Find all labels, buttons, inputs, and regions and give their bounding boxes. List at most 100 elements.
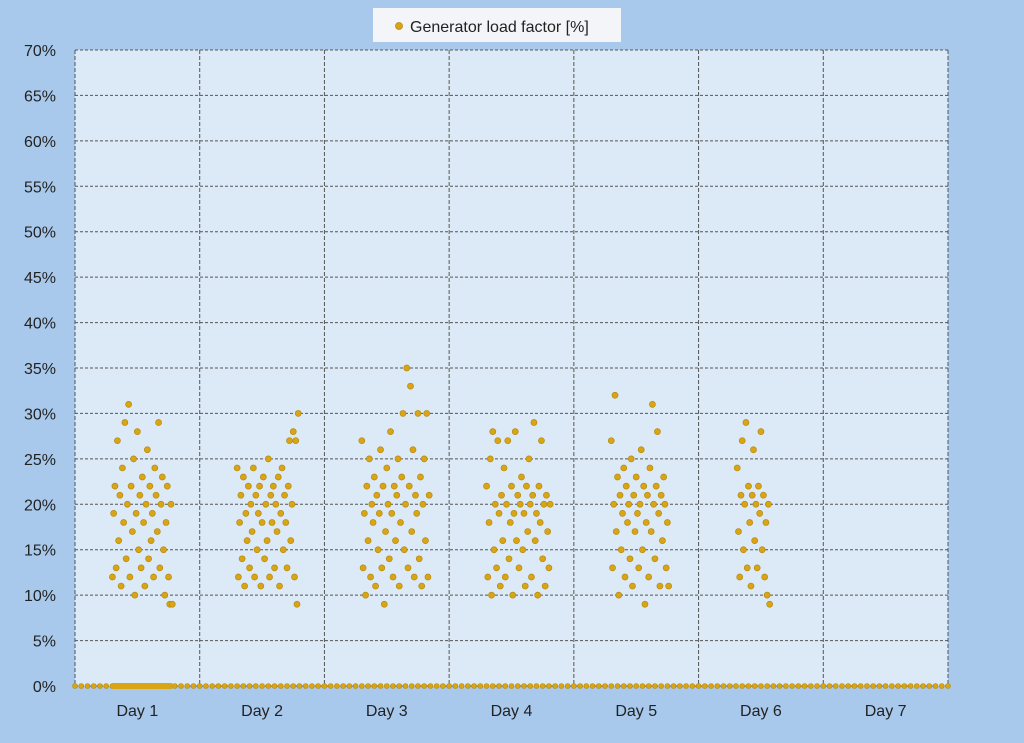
data-point	[242, 510, 250, 517]
data-point	[150, 573, 157, 581]
data-point	[140, 519, 147, 526]
data-point	[390, 482, 398, 490]
data-point	[501, 573, 509, 581]
data-point	[382, 528, 389, 535]
zero-point	[421, 683, 428, 689]
zero-point	[390, 683, 396, 689]
data-point	[168, 600, 176, 608]
data-point	[257, 582, 265, 590]
data-point	[268, 519, 276, 526]
zero-point	[895, 683, 901, 689]
data-point	[425, 491, 433, 499]
zero-point	[901, 683, 908, 689]
zero-point	[427, 683, 434, 689]
zero-point	[196, 683, 203, 689]
zero-point	[240, 683, 247, 689]
zero-point	[652, 683, 658, 689]
data-point	[142, 500, 150, 508]
zero-point	[932, 683, 939, 689]
data-point	[363, 482, 371, 490]
data-point	[531, 537, 539, 544]
zero-point	[221, 683, 228, 689]
data-point	[145, 555, 152, 563]
zero-point	[290, 683, 297, 689]
data-point	[291, 573, 298, 581]
data-point	[631, 528, 639, 535]
y-tick-label: 45%	[24, 270, 56, 287]
zero-point	[620, 683, 627, 689]
data-point	[153, 528, 161, 535]
data-point	[387, 428, 394, 435]
data-point	[746, 519, 754, 526]
data-point	[748, 491, 756, 499]
data-point	[161, 591, 169, 599]
data-point	[735, 528, 742, 535]
data-point	[284, 482, 292, 490]
zero-point	[808, 683, 814, 689]
x-tick-label: Day 4	[491, 703, 533, 720]
zero-point	[558, 683, 565, 689]
data-point	[408, 528, 416, 535]
data-point	[122, 555, 130, 563]
data-point	[738, 437, 746, 445]
data-point	[745, 482, 752, 490]
data-point	[251, 573, 258, 581]
data-point	[655, 510, 663, 517]
zero-point	[689, 683, 696, 689]
data-point	[637, 446, 645, 454]
data-point	[375, 510, 383, 517]
y-tick-label: 10%	[24, 588, 56, 605]
zero-dense-segment	[112, 683, 173, 689]
zero-point	[502, 683, 509, 689]
data-point	[524, 528, 532, 535]
data-point	[114, 437, 121, 445]
data-point	[530, 419, 538, 426]
data-point	[238, 555, 246, 563]
data-point	[508, 482, 515, 490]
data-point	[377, 446, 384, 454]
data-point	[607, 437, 615, 445]
zero-point	[608, 683, 615, 689]
data-point	[616, 491, 624, 499]
data-point	[397, 519, 404, 526]
zero-point	[839, 683, 845, 689]
data-point	[483, 482, 490, 490]
data-point	[359, 564, 367, 572]
data-point	[162, 519, 170, 526]
data-point	[657, 491, 665, 499]
data-point	[529, 491, 537, 499]
data-point	[369, 519, 377, 526]
zero-point	[72, 683, 78, 689]
data-point	[373, 491, 381, 499]
data-point	[129, 528, 136, 535]
zero-point	[90, 683, 97, 689]
zero-point	[758, 683, 764, 689]
zero-point	[327, 683, 334, 689]
data-point	[289, 428, 297, 435]
zero-point	[496, 683, 502, 689]
data-point	[609, 564, 616, 572]
zero-point	[658, 683, 664, 689]
y-tick-label: 20%	[24, 497, 56, 514]
zero-point	[527, 683, 534, 689]
zero-point	[851, 683, 858, 689]
zero-point	[296, 683, 303, 689]
data-point	[423, 410, 431, 417]
data-point	[360, 510, 368, 517]
zero-point	[864, 683, 870, 689]
data-point	[484, 573, 492, 581]
data-point	[661, 500, 669, 508]
zero-point	[228, 683, 234, 689]
legend-label: Generator load factor [%]	[410, 19, 589, 36]
y-axis-ticks: 0% 5% 10% 15% 20% 25% 30% 35% 40% 45% 50% 55% 60% 65%…	[24, 43, 56, 696]
y-tick-label: 25%	[24, 452, 56, 469]
zero-point	[465, 683, 471, 689]
zero-points	[72, 683, 951, 689]
data-point	[541, 582, 549, 590]
zero-point	[415, 683, 421, 689]
data-point	[135, 546, 142, 554]
data-point	[506, 519, 514, 526]
data-point	[642, 519, 650, 526]
zero-point	[277, 683, 284, 689]
data-point	[645, 573, 653, 581]
